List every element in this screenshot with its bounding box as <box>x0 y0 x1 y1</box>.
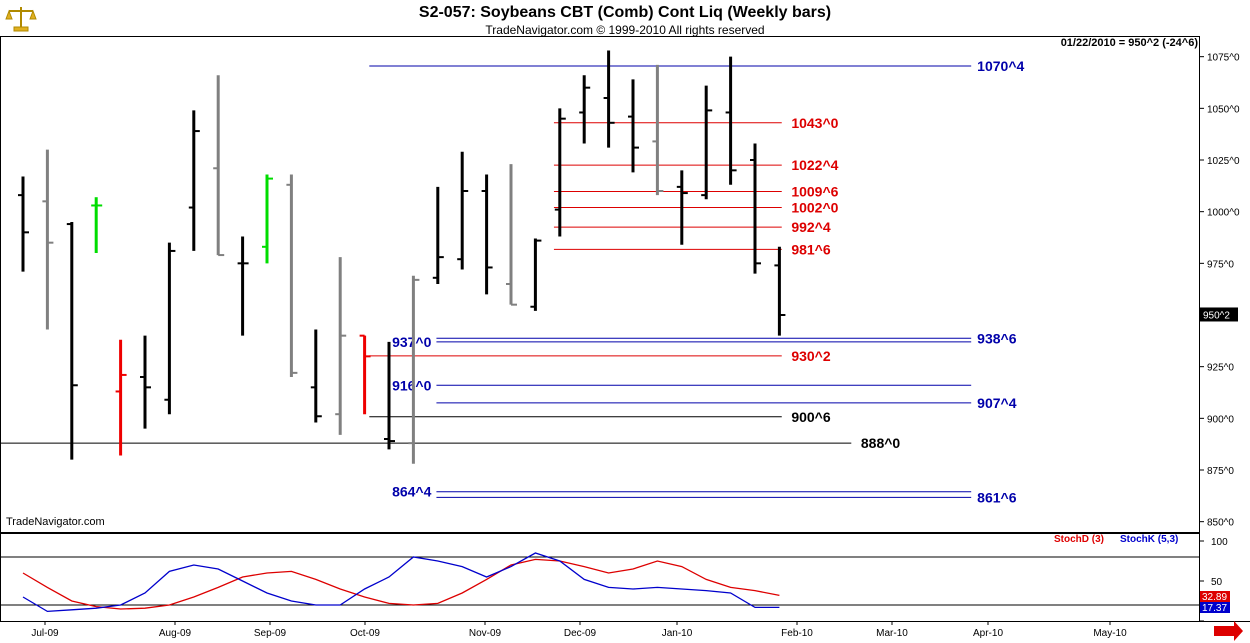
last-price-label: 950^2 <box>1203 310 1230 321</box>
level-label: 864^4 <box>392 484 432 500</box>
main-panel-frame <box>0 36 1200 533</box>
balance-scale-icon <box>4 3 38 33</box>
level-label: 981^6 <box>791 241 831 257</box>
x-tick-label: Sep-09 <box>254 628 287 639</box>
level-label: 938^6 <box>977 330 1017 346</box>
y-tick-label: 1050^0 <box>1207 104 1240 115</box>
stoch-series-line <box>22 552 780 613</box>
level-label: 937^0 <box>392 334 432 350</box>
main-panel: 850^0875^0900^0925^0950^0975^01000^01025… <box>0 36 1240 533</box>
level-label: 1070^4 <box>977 58 1024 74</box>
level-label: 1002^0 <box>791 200 838 216</box>
chart-title: S2-057: Soybeans CBT (Comb) Cont Liq (We… <box>418 4 832 21</box>
level-label: 907^4 <box>977 395 1017 411</box>
watermark: TradeNavigator.com <box>6 516 105 528</box>
x-tick-label: Dec-09 <box>564 628 597 639</box>
stoch-y-tick-label: 100 <box>1211 537 1228 548</box>
x-tick-label: Oct-09 <box>350 628 380 639</box>
x-tick-label: Apr-10 <box>973 628 1003 639</box>
level-label: 861^6 <box>977 489 1017 505</box>
level-label: 888^0 <box>861 435 901 451</box>
level-label: 900^6 <box>791 409 831 425</box>
y-tick-label: 850^0 <box>1207 518 1234 529</box>
x-tick-label: Mar-10 <box>876 628 908 639</box>
scroll-right-arrow-icon[interactable] <box>1214 621 1243 641</box>
level-label: 916^0 <box>392 377 432 393</box>
y-tick-label: 925^0 <box>1207 363 1234 374</box>
x-tick-label: Feb-10 <box>781 628 813 639</box>
y-tick-label: 1075^0 <box>1207 53 1240 64</box>
x-tick-label: May-10 <box>1093 628 1127 639</box>
stoch-last-value: 32.89 <box>1202 592 1227 603</box>
x-tick-label: Jan-10 <box>662 628 693 639</box>
y-tick-label: 1000^0 <box>1207 208 1240 219</box>
y-tick-label: 900^0 <box>1207 414 1234 425</box>
logo <box>4 3 38 38</box>
stoch-series-line <box>22 558 780 610</box>
copyright-subtitle: TradeNavigator.com © 1999-2010 All right… <box>485 23 765 37</box>
last-quote: 01/22/2010 = 950^2 (-24^6) <box>1060 37 1198 49</box>
y-tick-label: 875^0 <box>1207 466 1234 477</box>
y-tick-label: 975^0 <box>1207 259 1234 270</box>
x-tick-label: Aug-09 <box>159 628 192 639</box>
x-tick-label: Nov-09 <box>469 628 502 639</box>
last-price-marker <box>1200 307 1238 322</box>
stoch-last-value-marker <box>1200 602 1230 613</box>
stoch-last-value: 17.37 <box>1202 603 1227 614</box>
x-axis: Jul-09 Aug-09 Sep-09 Oct-09 Nov-09 Dec-09 Jan-… <box>0 621 1250 639</box>
stoch-last-value-marker <box>1200 591 1230 602</box>
y-tick-label: 1025^0 <box>1207 156 1240 167</box>
x-tick-label: Jul-09 <box>31 628 59 639</box>
stoch-legend-item: StochK (5,3) <box>1120 534 1178 545</box>
stoch-legend-item: StochD (3) <box>1054 534 1104 545</box>
level-label: 992^4 <box>791 219 831 235</box>
level-label: 1022^4 <box>791 157 838 173</box>
stoch-panel-frame <box>0 533 1200 622</box>
stoch-y-tick-label: 50 <box>1211 577 1223 588</box>
level-label: 930^2 <box>791 348 831 364</box>
level-label: 1009^6 <box>791 184 838 200</box>
level-label: 1043^0 <box>791 115 838 131</box>
